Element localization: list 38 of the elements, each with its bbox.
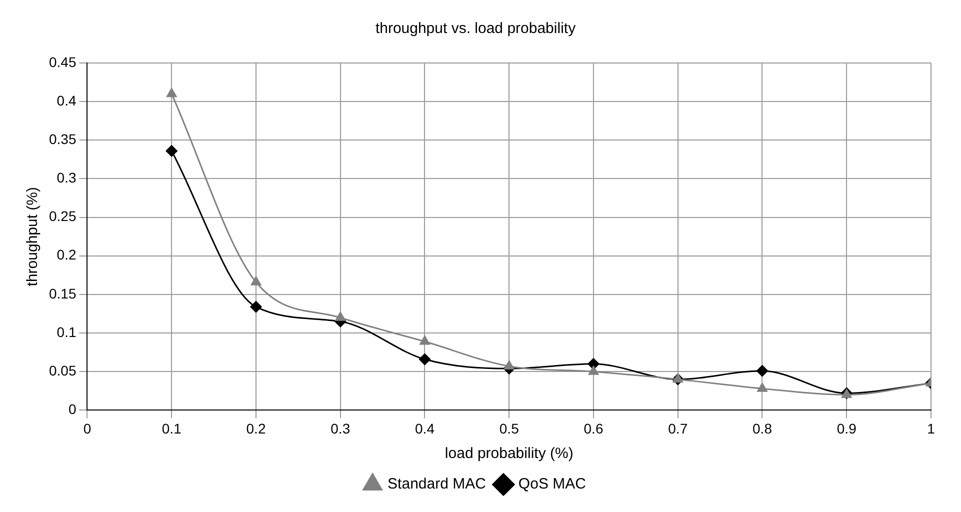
point <box>588 366 599 375</box>
x-axis-title: load probability (%) <box>444 445 574 462</box>
y-tick-label: 0.4 <box>56 92 76 108</box>
point <box>335 312 346 321</box>
point <box>250 301 262 313</box>
x-tick-label: 0 <box>83 420 92 436</box>
x-tick-label: 0.9 <box>836 420 857 436</box>
point <box>756 365 768 377</box>
point <box>757 382 768 392</box>
x-tick-label: 0.8 <box>752 420 772 436</box>
point <box>672 374 683 383</box>
y-tick-label: 0 <box>68 401 76 418</box>
y-tick-label: 0.2 <box>56 246 76 263</box>
point <box>420 336 430 345</box>
y-tick-label: 0.3 <box>56 170 76 186</box>
y-tick-label: 0.05 <box>49 362 76 378</box>
y-tick-label: 0.1 <box>56 324 76 340</box>
point <box>504 360 514 370</box>
y-tick-label: 0.25 <box>49 208 76 224</box>
chart-title: throughput vs. load probability <box>375 20 576 38</box>
legend-label: QoS MAC <box>518 476 586 493</box>
y-tick-label: 0.45 <box>49 54 76 70</box>
point <box>166 145 178 157</box>
x-tick-label: 0.6 <box>584 420 604 436</box>
x-tick-label: 0.5 <box>499 420 520 436</box>
x-tick-label: 0.1 <box>162 420 182 436</box>
x-tick-label: 0.4 <box>415 420 435 436</box>
y-axis-title: throughput (%) <box>24 186 42 286</box>
x-tick-label: 0.7 <box>668 420 688 436</box>
point <box>419 354 430 366</box>
point <box>250 276 262 286</box>
y-tick-label: 0.35 <box>49 131 76 148</box>
point <box>166 88 177 98</box>
x-tick-label: 1 <box>927 420 936 436</box>
x-tick-label: 0.3 <box>330 420 350 436</box>
x-tick-label: 0.2 <box>246 420 266 436</box>
y-tick-label: 0.15 <box>49 285 76 302</box>
legend-label: Standard MAC <box>388 476 486 493</box>
